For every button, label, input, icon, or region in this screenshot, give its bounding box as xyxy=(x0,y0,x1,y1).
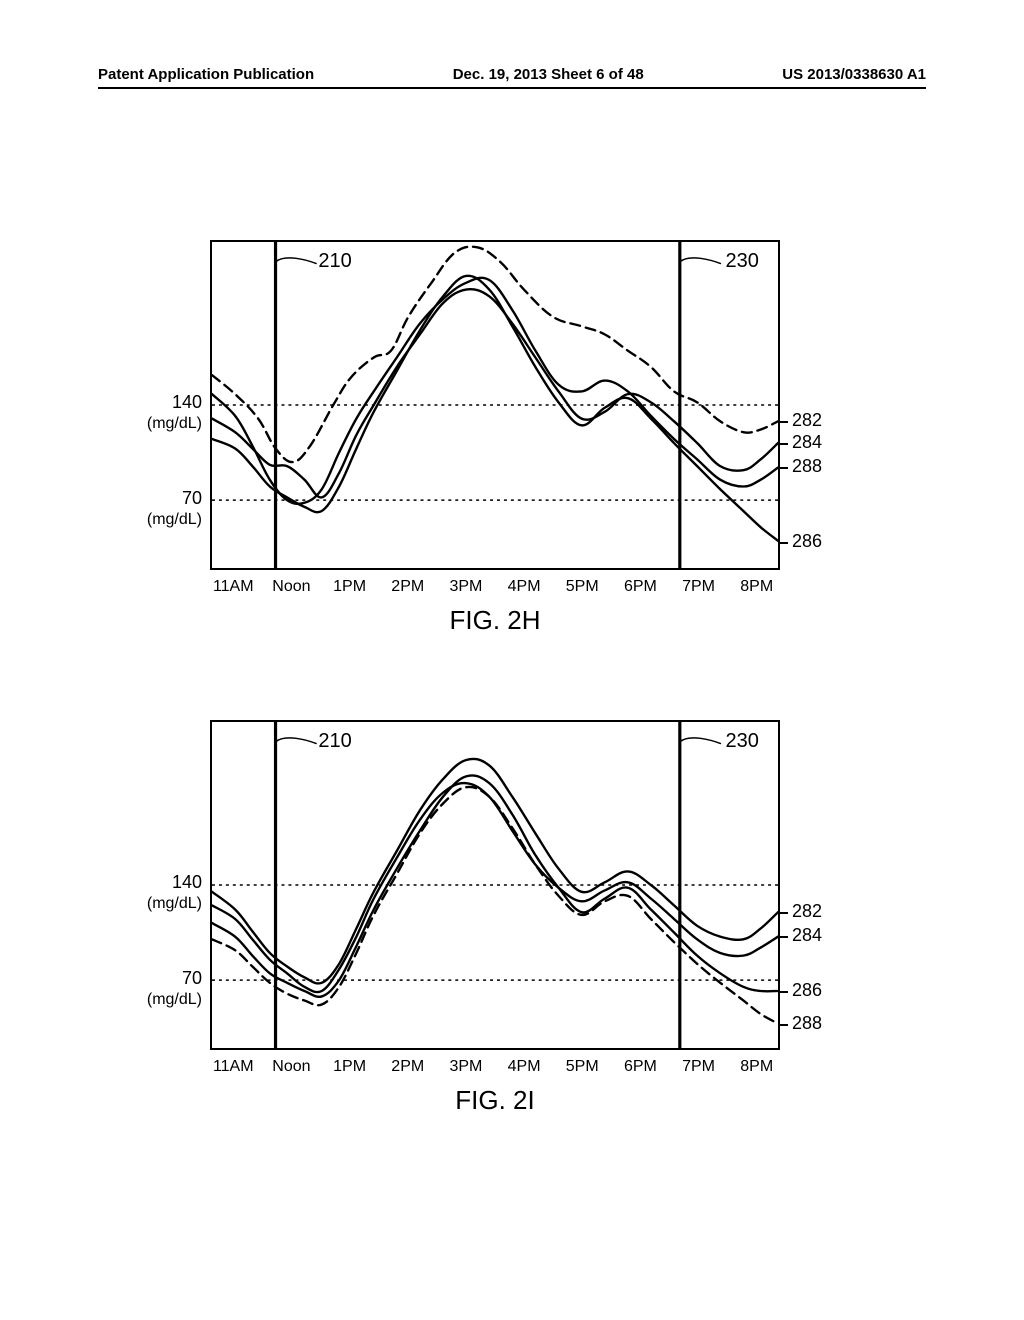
line-reference-number: 286 xyxy=(792,531,822,552)
y-axis-label: 70(mg/dL) xyxy=(120,969,202,1009)
line-reference-number: 288 xyxy=(792,1013,822,1034)
line-label-tick xyxy=(780,991,788,993)
line-reference-number: 288 xyxy=(792,456,822,477)
line-reference-number: 284 xyxy=(792,925,822,946)
x-axis-tick: 1PM xyxy=(333,578,366,596)
x-axis-tick: Noon xyxy=(272,1058,310,1076)
page-header: Patent Application Publication Dec. 19, … xyxy=(98,66,926,89)
x-axis-tick: 2PM xyxy=(391,1058,424,1076)
line-label-tick xyxy=(780,1024,788,1026)
x-axis-tick: 3PM xyxy=(449,1058,482,1076)
curve-288 xyxy=(212,278,778,504)
line-reference-number: 282 xyxy=(792,410,822,431)
x-axis-tick: 2PM xyxy=(391,578,424,596)
x-axis-tick: 4PM xyxy=(508,578,541,596)
y-axis-label: 140(mg/dL) xyxy=(120,393,202,433)
plot-area xyxy=(210,240,780,570)
x-axis-tick: 6PM xyxy=(624,1058,657,1076)
x-axis-tick: 4PM xyxy=(508,1058,541,1076)
y-axis-label: 70(mg/dL) xyxy=(120,489,202,529)
curve-282 xyxy=(212,247,778,462)
x-axis-tick: 5PM xyxy=(566,578,599,596)
x-axis-tick: 11AM xyxy=(213,578,254,596)
curve-286 xyxy=(212,276,778,541)
line-reference-number: 284 xyxy=(792,432,822,453)
x-axis-tick: 1PM xyxy=(333,1058,366,1076)
figure-title: FIG. 2H xyxy=(210,605,780,636)
x-axis-tick: 3PM xyxy=(449,578,482,596)
line-label-tick xyxy=(780,936,788,938)
x-axis-tick: 8PM xyxy=(740,578,773,596)
x-axis-tick: 8PM xyxy=(740,1058,773,1076)
y-axis-label: 140(mg/dL) xyxy=(120,873,202,913)
x-axis-tick: 5PM xyxy=(566,1058,599,1076)
chart-1: 140(mg/dL)70(mg/dL)21023028228428628811A… xyxy=(120,720,904,1140)
header-left: Patent Application Publication xyxy=(98,66,314,83)
x-axis-tick: 11AM xyxy=(213,1058,254,1076)
curve-284 xyxy=(212,289,778,497)
line-label-tick xyxy=(780,912,788,914)
figure-title: FIG. 2I xyxy=(210,1085,780,1116)
line-label-tick xyxy=(780,542,788,544)
line-label-tick xyxy=(780,443,788,445)
charts-container: 140(mg/dL)70(mg/dL)21023028228428828611A… xyxy=(120,240,904,1200)
header-right: US 2013/0338630 A1 xyxy=(782,66,926,83)
header-center: Dec. 19, 2013 Sheet 6 of 48 xyxy=(453,66,644,83)
x-axis-tick: 7PM xyxy=(682,1058,715,1076)
line-label-tick xyxy=(780,421,788,423)
line-reference-number: 286 xyxy=(792,980,822,1001)
curve-282 xyxy=(212,759,778,984)
curve-286 xyxy=(212,775,778,996)
line-reference-number: 282 xyxy=(792,901,822,922)
line-label-tick xyxy=(780,467,788,469)
x-axis-tick: 7PM xyxy=(682,578,715,596)
plot-area xyxy=(210,720,780,1050)
chart-0: 140(mg/dL)70(mg/dL)21023028228428828611A… xyxy=(120,240,904,660)
x-axis-tick: Noon xyxy=(272,578,310,596)
x-axis-tick: 6PM xyxy=(624,578,657,596)
